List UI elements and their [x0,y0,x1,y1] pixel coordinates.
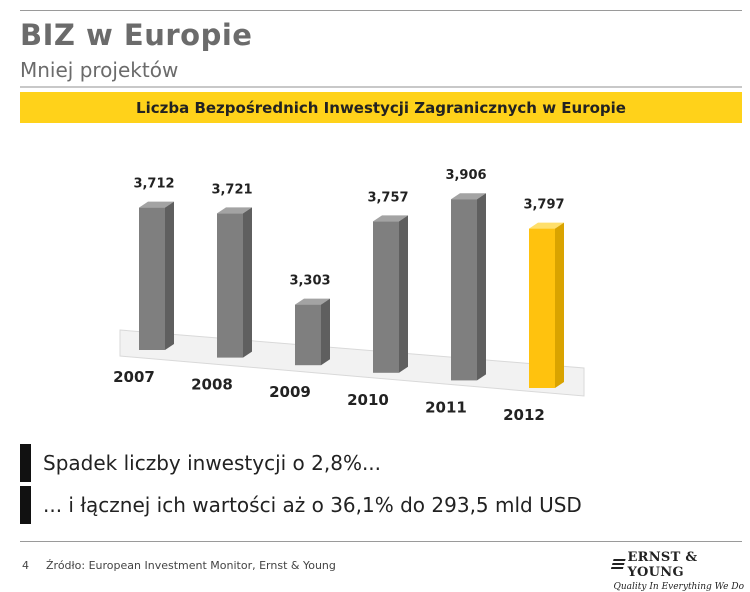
bullet-marker [20,444,31,482]
bar-top [217,207,252,214]
bullet-1: Spadek liczby inwestycji o 2,8%... [20,444,381,482]
bar [295,304,321,366]
bar-chart: 3,712 2007 3,721 2008 3,303 2009 3,757 2010 3,90… [113,168,585,424]
ernst-young-logo: ERNST & YOUNG Quality In Everything We D… [610,550,745,592]
bullet-marker [20,486,31,524]
logo-wordmark: ERNST & YOUNG [610,550,744,580]
bar-top [451,193,486,200]
bar-top [139,201,174,208]
x-tick-label: 2011 [425,398,467,416]
logo-tagline: Quality In Everything We Do [613,582,745,592]
logo-mark-icon [610,559,627,571]
bar-value-label: 3,797 [523,198,564,213]
bullet-text: Spadek liczby inwestycji o 2,8%... [43,451,382,475]
chart-floor [119,329,585,397]
bar-side [477,193,486,381]
bar-side [399,215,408,373]
x-tick-label: 2012 [503,406,545,424]
bar-side [555,222,564,388]
page-title: BIZ w Europie [20,18,253,52]
bar [139,207,165,350]
x-tick-label: 2010 [347,391,389,409]
x-tick-label: 2009 [269,383,311,401]
page-number: 4 [22,559,29,572]
bar [217,213,243,358]
bar-value-label: 3,303 [289,274,330,289]
bar-side [165,201,174,350]
source-note: Źródło: European Investment Monitor, Ern… [46,559,336,572]
bar-top [529,222,564,229]
bar-top [295,298,330,305]
x-tick-label: 2007 [113,368,155,386]
bar-value-label: 3,757 [367,190,408,205]
chart-title-banner: Liczba Bezpośrednich Inwestycji Zagranic… [20,92,742,123]
bar-value-label: 3,712 [133,177,174,192]
subtitle-rule [20,86,742,88]
bar [451,199,477,381]
bar-value-label: 3,906 [445,168,486,183]
bottom-rule [20,541,742,542]
bar-side [243,207,252,358]
bar [373,221,399,373]
logo-name: ERNST & YOUNG [627,550,698,580]
bar [529,228,555,388]
bullet-text: ... i łącznej ich wartości aż o 36,1% do… [43,493,582,517]
x-tick-label: 2008 [191,376,233,394]
bar-side [321,298,330,366]
bullet-2: ... i łącznej ich wartości aż o 36,1% do… [20,486,582,524]
top-rule [20,10,742,11]
bar-top [373,215,408,222]
chart-title: Liczba Bezpośrednich Inwestycji Zagranic… [136,98,626,117]
page-subtitle: Mniej projektów [20,58,179,82]
bar-value-label: 3,721 [211,182,252,197]
